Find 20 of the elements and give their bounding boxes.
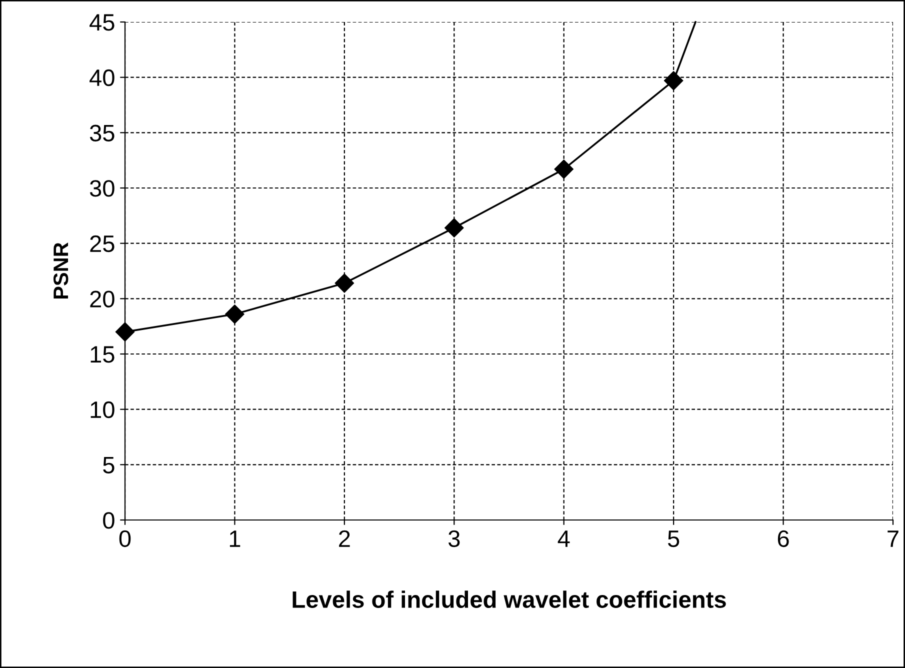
x-tick-label: 7 (888, 530, 898, 547)
x-tick-label: 4 (558, 530, 570, 547)
y-axis-title: PSNR (53, 242, 68, 299)
x-tick-label: 0 (119, 530, 131, 548)
x-tick-label: 2 (339, 530, 350, 547)
y-tick-label: 0 (103, 512, 114, 529)
x-tick-label: 1 (230, 530, 240, 547)
y-tick-label: 45 (90, 14, 114, 31)
y-tick-label: 35 (90, 124, 114, 142)
y-tick-label: 10 (90, 401, 114, 418)
y-tick-label: 25 (90, 235, 114, 252)
y-tick-label: 30 (90, 180, 114, 197)
y-tick-label: 40 (90, 69, 114, 86)
x-tick-label: 5 (668, 530, 680, 548)
x-tick-label: 3 (448, 530, 460, 548)
y-tick-label: 5 (103, 456, 114, 474)
y-tick-label: 20 (90, 290, 114, 308)
x-axis-title: Levels of included wavelet coefficients (292, 590, 726, 608)
y-tick-label: 15 (90, 346, 114, 363)
x-tick-label: 6 (778, 530, 789, 548)
